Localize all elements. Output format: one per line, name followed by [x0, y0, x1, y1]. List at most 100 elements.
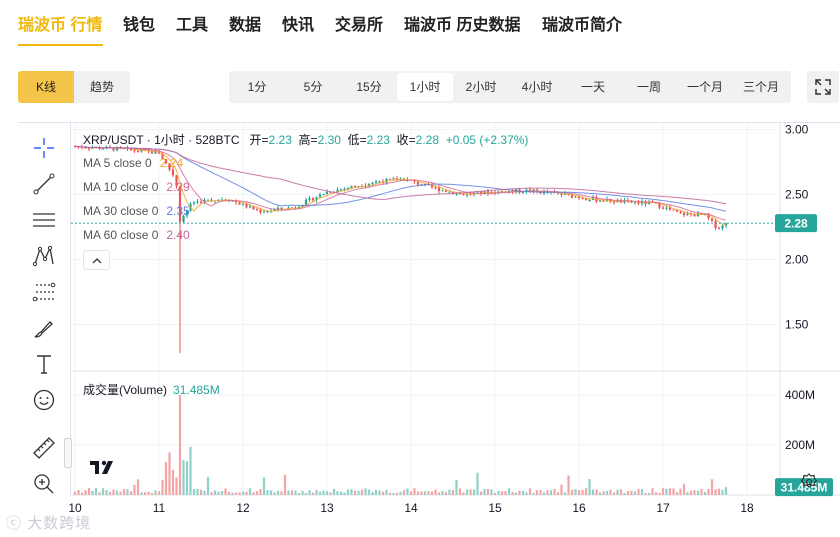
candle-body	[385, 178, 388, 183]
tradingview-logo[interactable]	[86, 453, 120, 479]
candle-body	[675, 210, 679, 212]
nav-item-wallet[interactable]: 钱包	[123, 17, 156, 34]
candle-body	[259, 209, 262, 213]
brush-tool[interactable]	[28, 313, 60, 343]
text-tool[interactable]	[28, 349, 60, 379]
volume-bar	[175, 477, 178, 495]
volume-bar	[556, 492, 560, 495]
interval-1mo[interactable]: 一个月	[686, 80, 723, 94]
nav-item-news[interactable]: 快讯	[282, 17, 315, 34]
volume-bar	[280, 491, 283, 495]
fullscreen-button[interactable]	[807, 71, 839, 103]
current-volume-label: 31.485M	[781, 481, 828, 495]
toolbar-separator	[70, 123, 71, 495]
volume-bar	[549, 490, 553, 495]
nav-item-tools[interactable]: 工具	[176, 17, 209, 34]
candle-body	[661, 207, 665, 209]
nav-item-market[interactable]: 瑞波币 行情	[18, 17, 103, 34]
candle-body	[276, 207, 280, 210]
crosshair-icon	[34, 138, 54, 158]
volume-bar	[500, 491, 504, 495]
legend-collapse-button[interactable]	[83, 250, 110, 270]
volume-bar	[234, 492, 238, 495]
top-navigation: 瑞波币 行情 钱包 工具 数据 快讯 交易所 瑞波币 历史数据 瑞波币简介	[0, 0, 840, 48]
ruler-tool[interactable]	[28, 433, 60, 463]
candle-body	[430, 184, 434, 188]
volume-bar	[252, 492, 255, 495]
volume-bar	[668, 488, 672, 495]
volume-bar	[339, 491, 343, 495]
volume-bar	[283, 474, 287, 495]
candle-body	[707, 213, 710, 219]
nav-item-exchange[interactable]: 交易所	[335, 17, 384, 34]
toolbar-collapse-handle[interactable]	[64, 438, 72, 468]
kline-button[interactable]: K线	[18, 71, 74, 103]
volume-bar	[315, 490, 318, 495]
trend-line-tool[interactable]	[28, 169, 60, 199]
legend-open: 2.23	[268, 133, 292, 147]
volume-bar	[420, 491, 423, 495]
pattern-tool[interactable]	[28, 241, 60, 271]
volume-bar	[206, 476, 210, 495]
trend-button[interactable]: 趋势	[74, 71, 130, 103]
ma5-label: MA 5 close 0	[83, 156, 152, 170]
interval-2h[interactable]: 2小时	[465, 80, 497, 94]
legend-change: +0.05 (+2.37%)	[445, 133, 529, 147]
volume-bar	[679, 488, 682, 495]
volume-bar	[399, 491, 402, 495]
volume-bar	[80, 492, 84, 495]
volume-bar	[185, 461, 189, 495]
volume-bar	[371, 492, 374, 495]
volume-bar	[318, 491, 322, 495]
nav-item-intro[interactable]: 瑞波币简介	[542, 17, 623, 34]
volume-bar	[472, 489, 476, 495]
volume-bar	[630, 490, 633, 495]
price-tick-label: 3.00	[785, 123, 809, 137]
nav-item-history[interactable]: 瑞波币 历史数据	[404, 17, 521, 34]
candle-body	[185, 210, 189, 216]
volume-bar	[602, 491, 605, 495]
volume-bar	[479, 491, 483, 495]
volume-bar	[647, 492, 651, 495]
zoom-tool[interactable]	[28, 469, 60, 499]
pattern-icon	[32, 245, 54, 267]
interval-1w[interactable]: 一周	[636, 80, 661, 94]
nav-item-data[interactable]: 数据	[229, 17, 262, 34]
volume-bar	[574, 489, 577, 495]
volume-bar	[458, 488, 462, 495]
volume-bar	[143, 492, 147, 495]
candle-body	[178, 186, 182, 222]
emoji-tool[interactable]	[28, 385, 60, 415]
volume-bar	[427, 491, 430, 495]
candle-body	[399, 178, 402, 181]
candle-body	[308, 198, 311, 200]
volume-bar	[640, 488, 644, 495]
volume-label: 成交量(Volume)	[83, 383, 168, 397]
interval-1m[interactable]: 1分	[247, 80, 267, 94]
interval-5m[interactable]: 5分	[303, 80, 323, 94]
interval-1h[interactable]: 1小时	[397, 73, 453, 101]
horizontal-lines-tool[interactable]	[28, 205, 60, 235]
time-tick-label: 14	[404, 501, 418, 515]
volume-bar	[378, 490, 381, 495]
interval-15m[interactable]: 15分	[356, 80, 382, 94]
volume-bar	[227, 491, 231, 495]
volume-bar	[507, 488, 511, 495]
volume-bar	[353, 490, 357, 495]
volume-bar	[542, 492, 546, 495]
volume-bar	[189, 446, 192, 495]
interval-1d[interactable]: 一天	[580, 80, 605, 94]
volume-bar	[336, 491, 339, 495]
volume-bar	[374, 489, 378, 495]
fib-tool[interactable]	[28, 277, 60, 307]
volume-bar	[154, 490, 157, 495]
crosshair-tool[interactable]	[28, 133, 60, 163]
volume-bar	[612, 492, 616, 495]
volume-bar	[703, 491, 707, 495]
interval-4h[interactable]: 4小时	[521, 80, 553, 94]
candle-body	[448, 191, 451, 193]
settings-icon[interactable]	[799, 472, 819, 492]
interval-3mo[interactable]: 三个月	[742, 80, 779, 94]
volume-bar	[532, 492, 535, 495]
